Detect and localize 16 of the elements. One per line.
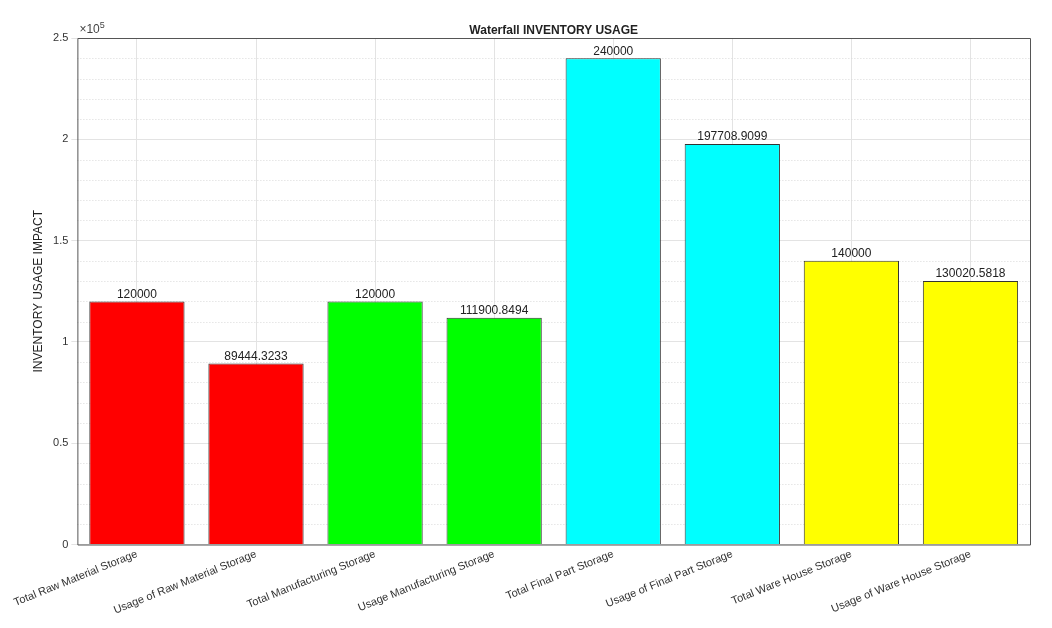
chart-title: Waterfall INVENTORY USAGE — [469, 23, 639, 38]
y-tick-label: 0 — [62, 537, 69, 550]
annotation: 120000 — [116, 286, 158, 301]
annotation: 89444.3233 — [224, 348, 289, 363]
y-tick-label: 1.5 — [53, 233, 69, 246]
y-tick-label: 0.5 — [53, 436, 69, 449]
annotation: 120000 — [355, 286, 396, 301]
y-tick-label: 1 — [62, 334, 69, 347]
annotation: 197708.9099 — [697, 129, 768, 144]
y-tick-label: 2 — [62, 132, 69, 145]
y-tick-label: 2.5 — [53, 31, 69, 44]
annotation: 111900.8494 — [460, 303, 529, 318]
annotation: 140000 — [831, 246, 872, 261]
y-axis-title: INVENTORY USAGE IMPACT — [31, 209, 46, 373]
annotation: 130020.5818 — [935, 266, 1006, 281]
annotation: 240000 — [593, 43, 634, 58]
